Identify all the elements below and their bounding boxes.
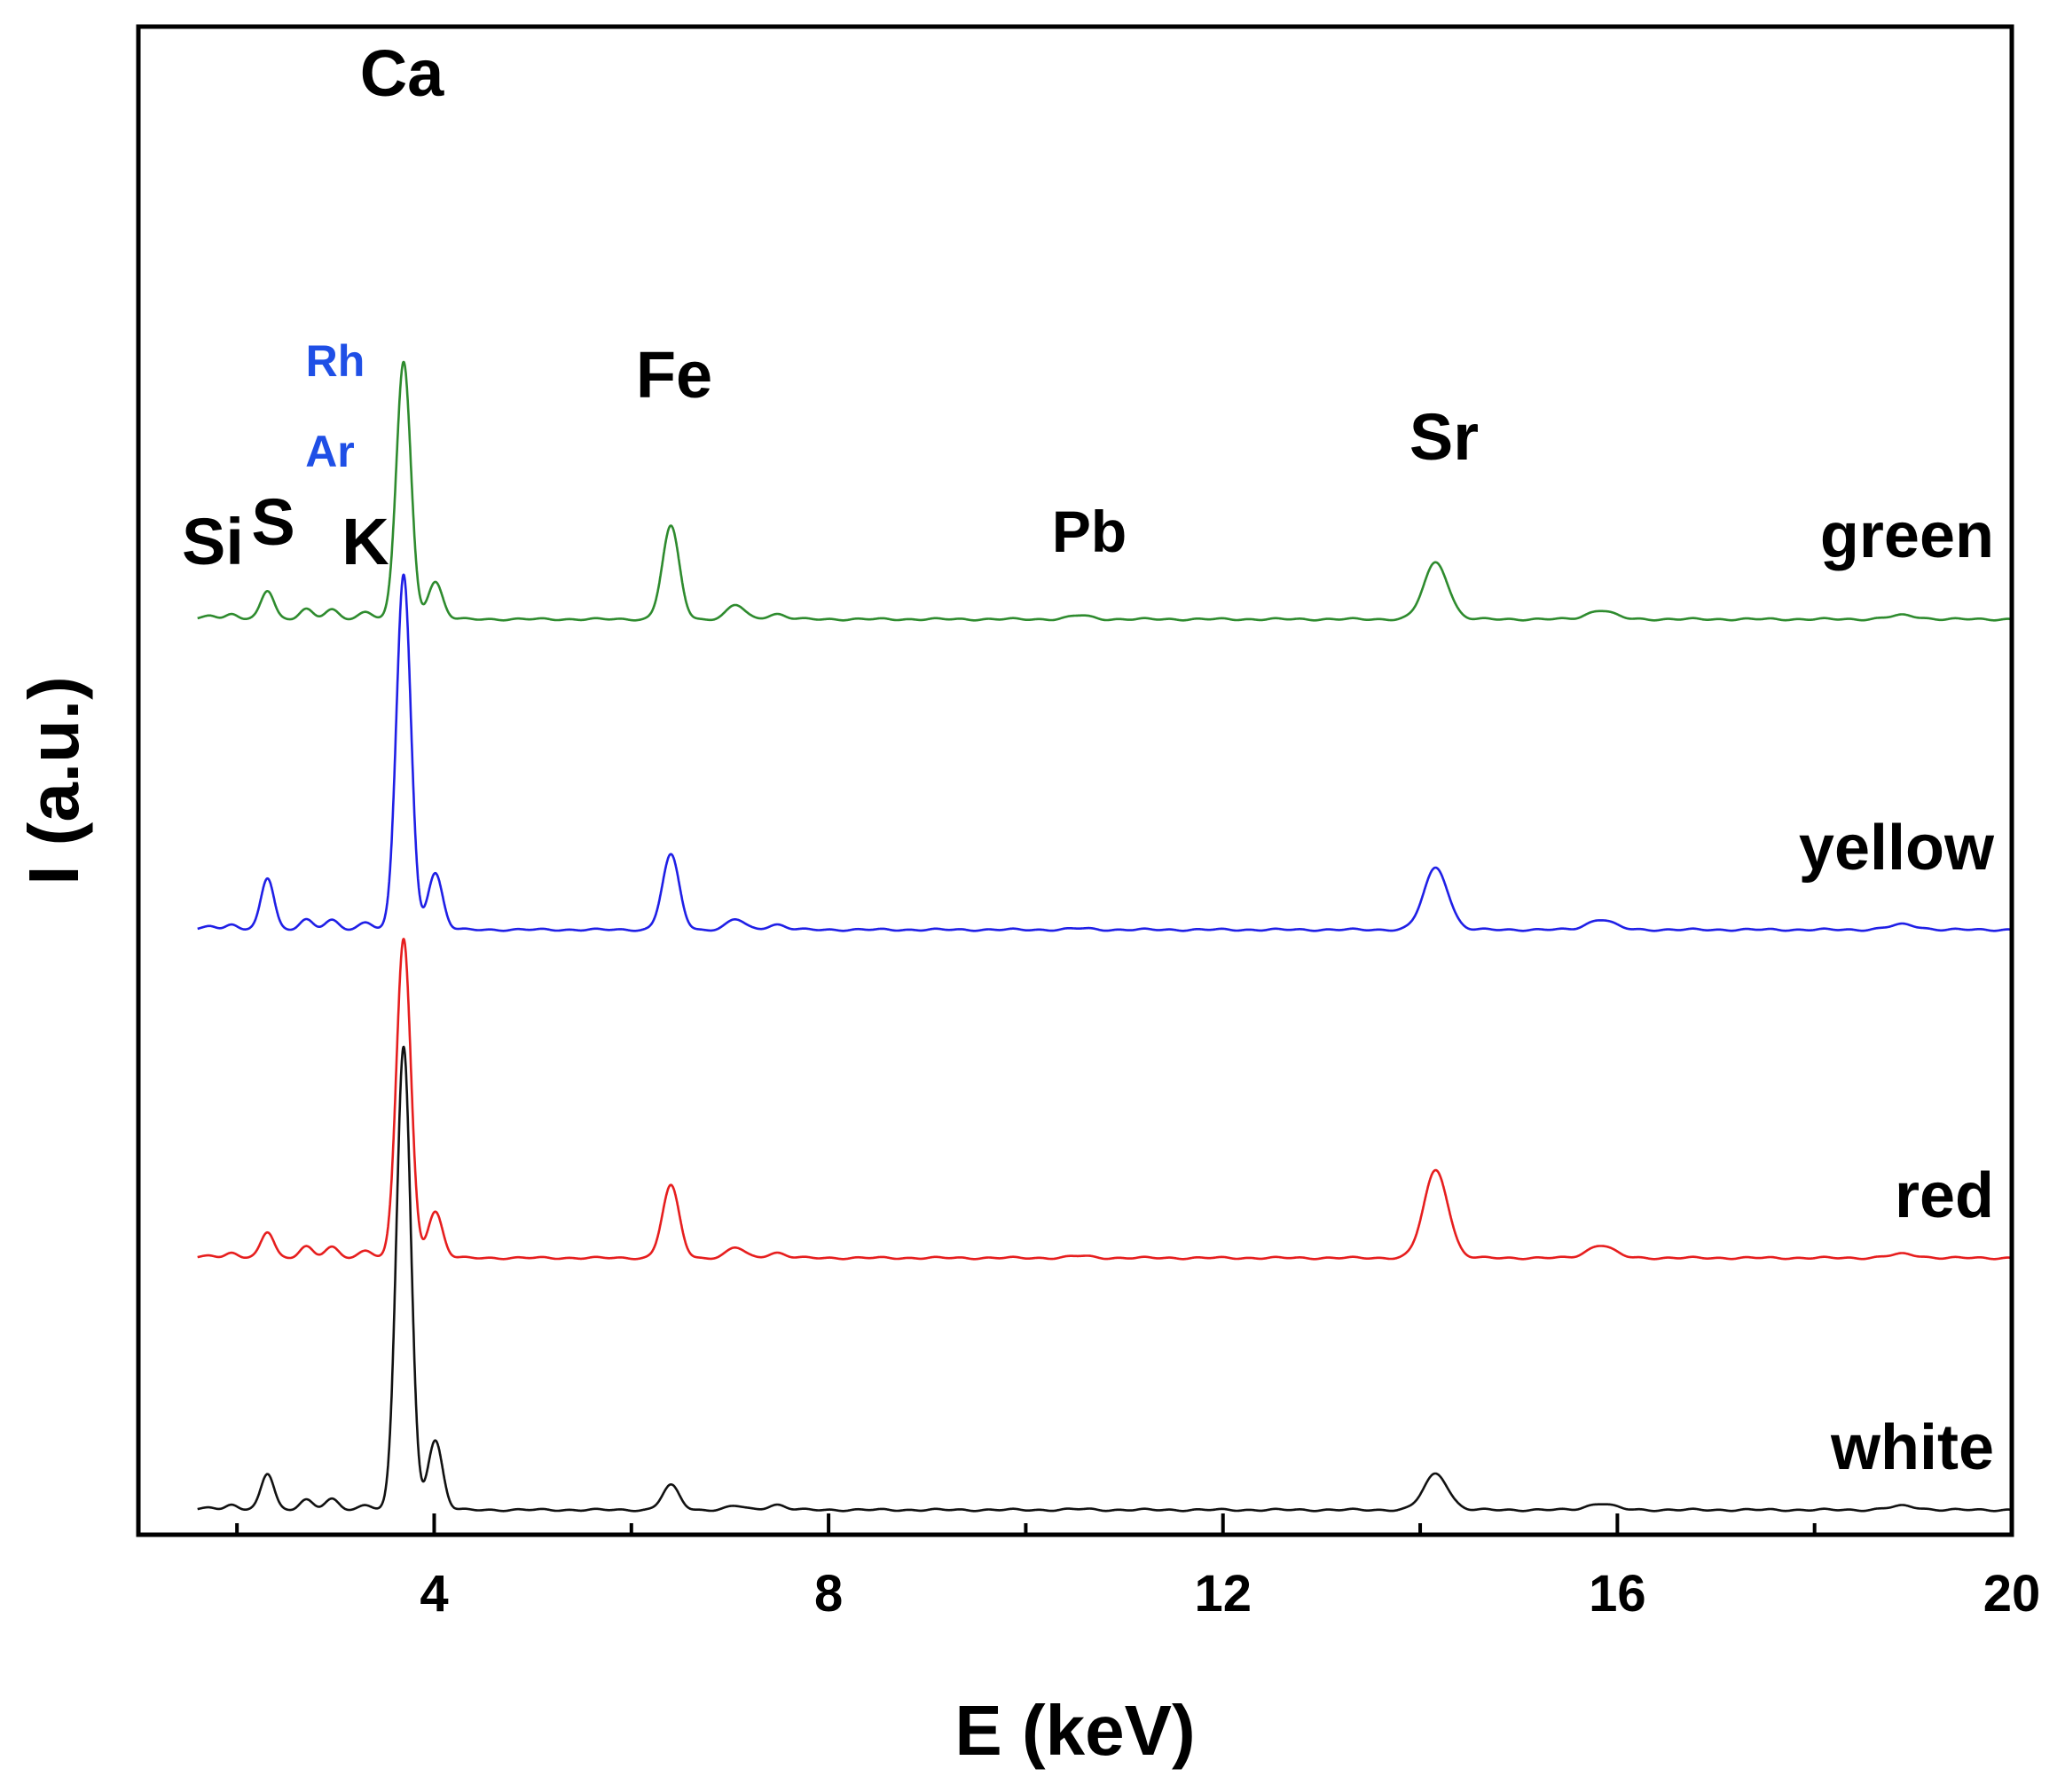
spectrum-line-yellow (196, 573, 2013, 932)
x-tick-label: 8 (814, 1565, 843, 1623)
x-axis-title: E (keV) (954, 1691, 1195, 1770)
y-axis-title: I (a.u.) (14, 676, 93, 885)
series-layer: green yellow red white (196, 360, 2013, 1513)
element-label-pb: Pb (1052, 499, 1127, 564)
element-label-ca: Ca (360, 36, 444, 110)
element-label-rh: Rh (306, 336, 365, 386)
x-tick-label: 20 (1983, 1565, 2041, 1623)
annotation-layer: Si S K Ca Rh Ar Fe Pb Sr (182, 36, 1479, 578)
series-label-white: white (1830, 1412, 1994, 1483)
series-label-red: red (1895, 1160, 1994, 1231)
element-label-s: S (251, 485, 294, 559)
x-tick-label: 4 (420, 1565, 448, 1623)
element-label-fe: Fe (636, 338, 712, 412)
spectrum-line-white (196, 1045, 2013, 1513)
element-label-ar: Ar (305, 427, 355, 476)
x-tick-label: 12 (1194, 1565, 1252, 1623)
x-tick-label: 16 (1589, 1565, 1646, 1623)
series-label-green: green (1820, 500, 1994, 571)
plot-frame (136, 24, 2014, 1537)
element-label-sr: Sr (1409, 400, 1479, 474)
x-axis-ticks: 4 8 12 16 20 (235, 1513, 2041, 1623)
spectrum-line-green (196, 360, 2013, 622)
series-label-yellow: yellow (1799, 813, 1995, 884)
spectrum-line-red (196, 938, 2013, 1261)
element-label-si: Si (182, 505, 244, 578)
element-label-k: K (342, 505, 389, 578)
